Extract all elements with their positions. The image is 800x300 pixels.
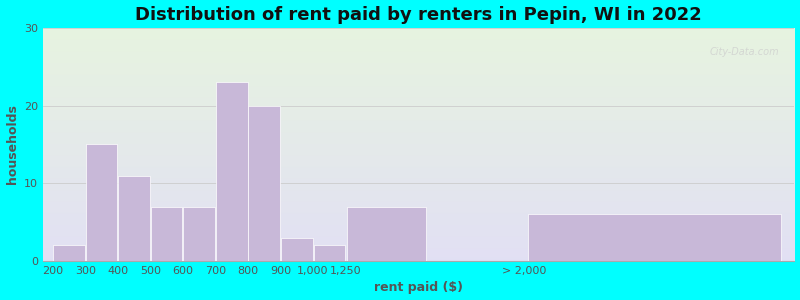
Bar: [216, 82, 247, 261]
Bar: [151, 207, 182, 261]
Y-axis label: households: households: [6, 104, 18, 184]
Bar: [314, 245, 345, 261]
Bar: [86, 145, 118, 261]
Bar: [528, 214, 781, 261]
Text: City-Data.com: City-Data.com: [710, 46, 779, 56]
Bar: [118, 176, 150, 261]
Bar: [281, 238, 313, 261]
Bar: [183, 207, 215, 261]
Title: Distribution of rent paid by renters in Pepin, WI in 2022: Distribution of rent paid by renters in …: [135, 6, 702, 24]
Bar: [54, 245, 85, 261]
Bar: [249, 106, 280, 261]
Bar: [347, 207, 426, 261]
X-axis label: rent paid ($): rent paid ($): [374, 281, 463, 294]
